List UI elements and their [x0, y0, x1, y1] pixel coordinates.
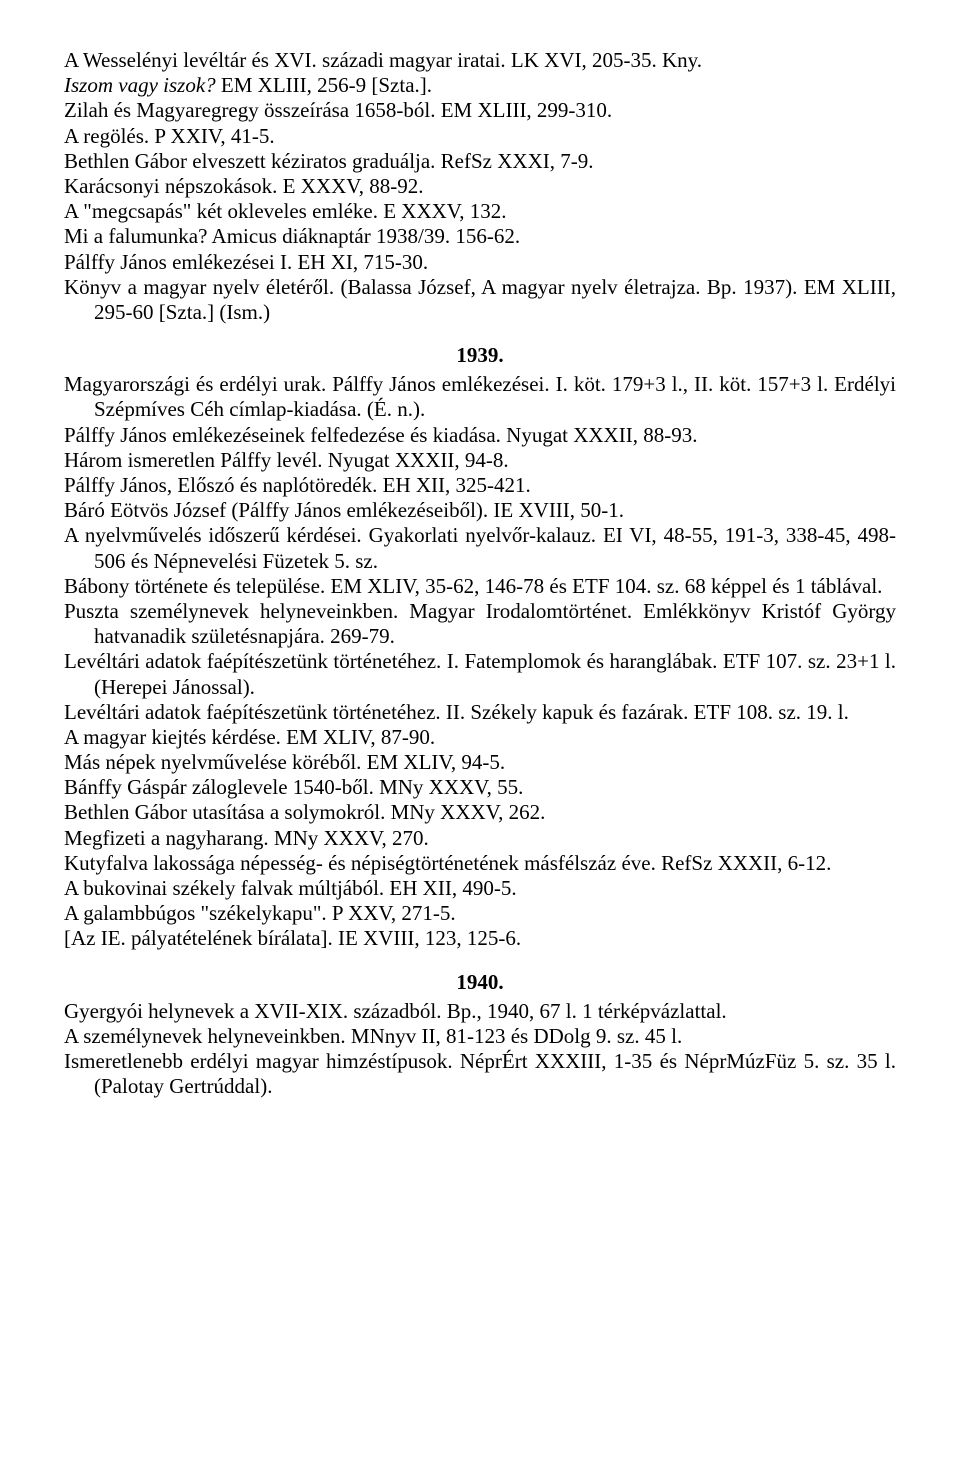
bibliography-entry: Kutyfalva lakossága népesség- és népiség… [64, 851, 896, 876]
entry-text: Ismeretlenebb erdélyi magyar himzéstípus… [64, 1049, 896, 1098]
entry-text: Könyv a magyar nyelv életéről. (Balassa … [64, 275, 896, 324]
bibliography-entry: Magyarországi és erdélyi urak. Pálffy Já… [64, 372, 896, 422]
entry-text: Bethlen Gábor elveszett kéziratos graduá… [64, 149, 593, 173]
bibliography-entry: Ismeretlenebb erdélyi magyar himzéstípus… [64, 1049, 896, 1099]
entry-text: Zilah és Magyaregregy összeírása 1658-bó… [64, 98, 612, 122]
bibliography-entry: Könyv a magyar nyelv életéről. (Balassa … [64, 275, 896, 325]
entry-text: Három ismeretlen Pálffy levél. Nyugat XX… [64, 448, 509, 472]
bibliography-entry: Bábony története és települése. EM XLIV,… [64, 574, 896, 599]
entry-text: Karácsonyi népszokások. E XXXV, 88-92. [64, 174, 423, 198]
bibliography-entry: [Az IE. pályatételének bírálata]. IE XVI… [64, 926, 896, 951]
year-heading: 1940. [64, 970, 896, 995]
bibliography-entry: Pálffy János, Előszó és naplótöredék. EH… [64, 473, 896, 498]
year-heading: 1939. [64, 343, 896, 368]
bibliography-entry: Báró Eötvös József (Pálffy János emlékez… [64, 498, 896, 523]
entry-text: Báró Eötvös József (Pálffy János emlékez… [64, 498, 624, 522]
entry-text: Levéltári adatok faépítészetünk történet… [64, 700, 849, 724]
entry-text: Pálffy János, Előszó és naplótöredék. EH… [64, 473, 531, 497]
bibliography-entry: A személynevek helyneveinkben. MNnyv II,… [64, 1024, 896, 1049]
bibliography-entry: A regölés. P XXIV, 41-5. [64, 124, 896, 149]
bibliography-entry: Megfizeti a nagyharang. MNy XXXV, 270. [64, 826, 896, 851]
bibliography-entry: Puszta személynevek helyneveinkben. Magy… [64, 599, 896, 649]
entry-text: Gyergyói helynevek a XVII-XIX. századból… [64, 999, 727, 1023]
entry-text: Levéltári adatok faépítészetünk történet… [64, 649, 896, 698]
entry-text: A személynevek helyneveinkben. MNnyv II,… [64, 1024, 682, 1048]
bibliography-entry: A galambbúgos "székelykapu". P XXV, 271-… [64, 901, 896, 926]
bibliography-entry: Levéltári adatok faépítészetünk történet… [64, 649, 896, 699]
entry-text: Bethlen Gábor utasítása a solymokról. MN… [64, 800, 545, 824]
entry-text: A galambbúgos "székelykapu". P XXV, 271-… [64, 901, 456, 925]
bibliography-entry: Bánffy Gáspár záloglevele 1540-ből. MNy … [64, 775, 896, 800]
entry-text: Más népek nyelvművelése köréből. EM XLIV… [64, 750, 505, 774]
bibliography-entry: Pálffy János emlékezéseinek felfedezése … [64, 423, 896, 448]
bibliography-entry: A "megcsapás" két okleveles emléke. E XX… [64, 199, 896, 224]
entry-text: A "megcsapás" két okleveles emléke. E XX… [64, 199, 507, 223]
year-heading-text: 1939. [456, 343, 503, 367]
entry-text: Pálffy János emlékezéseinek felfedezése … [64, 423, 697, 447]
entry-text: Magyarországi és erdélyi urak. Pálffy Já… [64, 372, 896, 421]
entry-text: A bukovinai székely falvak múltjából. EH… [64, 876, 517, 900]
bibliography-entry: A magyar kiejtés kérdése. EM XLIV, 87-90… [64, 725, 896, 750]
bibliography-entry: Bethlen Gábor elveszett kéziratos graduá… [64, 149, 896, 174]
entry-text: A regölés. P XXIV, 41-5. [64, 124, 275, 148]
bibliography-entry: Más népek nyelvművelése köréből. EM XLIV… [64, 750, 896, 775]
bibliography-entry: Karácsonyi népszokások. E XXXV, 88-92. [64, 174, 896, 199]
entry-text: Bábony története és települése. EM XLIV,… [64, 574, 882, 598]
entry-text: EM XLIII, 256-9 [Szta.]. [216, 73, 432, 97]
entry-text: [Az IE. pályatételének bírálata]. IE XVI… [64, 926, 521, 950]
year-heading-text: 1940. [456, 970, 503, 994]
bibliography-entry: Három ismeretlen Pálffy levél. Nyugat XX… [64, 448, 896, 473]
entry-text: Puszta személynevek helyneveinkben. Magy… [64, 599, 896, 648]
bibliography-entry: Levéltári adatok faépítészetünk történet… [64, 700, 896, 725]
entry-italic-prefix: Iszom vagy iszok? [64, 73, 216, 97]
bibliography-entry: Mi a falumunka? Amicus diáknaptár 1938/3… [64, 224, 896, 249]
bibliography-entry: Gyergyói helynevek a XVII-XIX. századból… [64, 999, 896, 1024]
entry-text: Mi a falumunka? Amicus diáknaptár 1938/3… [64, 224, 520, 248]
bibliography-entry: A Wesselényi levéltár és XVI. századi ma… [64, 48, 896, 73]
entry-text: A magyar kiejtés kérdése. EM XLIV, 87-90… [64, 725, 435, 749]
bibliography-entry: Pálffy János emlékezései I. EH XI, 715-3… [64, 250, 896, 275]
bibliography-entry: A bukovinai székely falvak múltjából. EH… [64, 876, 896, 901]
entry-text: Megfizeti a nagyharang. MNy XXXV, 270. [64, 826, 429, 850]
entry-text: A Wesselényi levéltár és XVI. századi ma… [64, 48, 702, 72]
entry-text: A nyelvművelés időszerű kérdései. Gyakor… [64, 523, 896, 572]
bibliography-entry: Bethlen Gábor utasítása a solymokról. MN… [64, 800, 896, 825]
entry-text: Pálffy János emlékezései I. EH XI, 715-3… [64, 250, 428, 274]
bibliography-entry: Iszom vagy iszok? EM XLIII, 256-9 [Szta.… [64, 73, 896, 98]
bibliography-entry: Zilah és Magyaregregy összeírása 1658-bó… [64, 98, 896, 123]
entry-text: Bánffy Gáspár záloglevele 1540-ből. MNy … [64, 775, 523, 799]
entry-text: Kutyfalva lakossága népesség- és népiség… [64, 851, 831, 875]
document-body: A Wesselényi levéltár és XVI. századi ma… [64, 48, 896, 1100]
bibliography-entry: A nyelvművelés időszerű kérdései. Gyakor… [64, 523, 896, 573]
